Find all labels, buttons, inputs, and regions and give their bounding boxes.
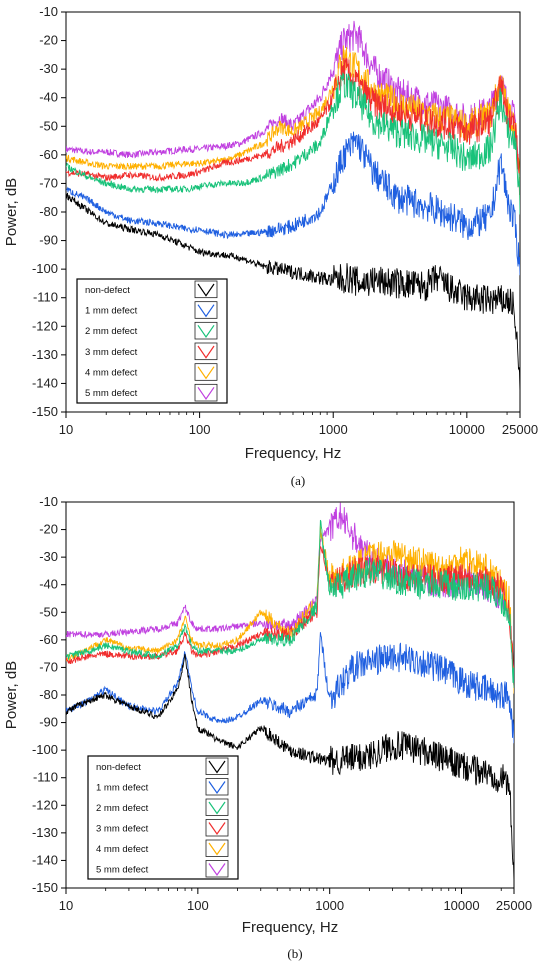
legend-swatch-line bbox=[208, 863, 226, 877]
series-line-1-mm-defect bbox=[66, 632, 514, 744]
legend-swatch-box bbox=[205, 839, 229, 857]
x-tick-label: 100 bbox=[189, 422, 211, 437]
legend-swatch-box bbox=[194, 280, 218, 299]
chart-panel-b: -10 -20 -30 -40 -50 -60 -70 -80 -90 -100 -110 -120 -… bbox=[3, 494, 532, 961]
legend-swatch-line bbox=[197, 366, 215, 380]
legend-entry-label: 1 mm defect bbox=[85, 306, 138, 317]
x-tick-label: 10 bbox=[59, 422, 73, 437]
legend-entry-label: 5 mm defect bbox=[85, 388, 138, 399]
y-tick-label: -90 bbox=[39, 715, 58, 730]
y-tick-label: -20 bbox=[39, 33, 58, 48]
legend-entry-label: 1 mm defect bbox=[96, 782, 149, 793]
y-tick-label: -70 bbox=[39, 659, 58, 674]
legend-entry-label: non-defect bbox=[85, 285, 130, 296]
y-tick-label: -80 bbox=[39, 204, 58, 219]
legend-swatch-line bbox=[197, 283, 215, 297]
y-tick-label: -30 bbox=[39, 61, 58, 76]
y-tick-label: -50 bbox=[39, 118, 58, 133]
y-tick-label: -80 bbox=[39, 687, 58, 702]
panel-label: (b) bbox=[287, 946, 302, 961]
legend-swatch-line bbox=[208, 760, 226, 774]
legend-swatch-box bbox=[194, 383, 218, 402]
y-tick-label: -110 bbox=[33, 770, 58, 785]
panel-label: (a) bbox=[291, 473, 305, 488]
legend-entry-label: 3 mm defect bbox=[85, 347, 138, 358]
legend-entry-label: 5 mm defect bbox=[96, 864, 149, 875]
legend-swatch-box bbox=[194, 321, 218, 340]
y-tick-label: -20 bbox=[39, 522, 58, 537]
y-tick-label: -60 bbox=[39, 147, 58, 162]
y-tick-label: -50 bbox=[39, 604, 58, 619]
legend-swatch-box bbox=[194, 342, 218, 361]
x-axis-label: Frequency, Hz bbox=[242, 919, 338, 936]
y-tick-label: -100 bbox=[32, 261, 58, 276]
y-tick-label: -10 bbox=[39, 494, 58, 509]
series-line-1-mm-defect bbox=[66, 131, 520, 276]
y-tick-label: -150 bbox=[32, 880, 58, 895]
series-line-2-mm-defect bbox=[66, 72, 520, 215]
y-tick-label: -40 bbox=[39, 577, 58, 592]
legend-swatch-line bbox=[208, 842, 226, 856]
y-tick-label: -140 bbox=[32, 852, 58, 867]
series-line-3-mm-defect bbox=[66, 57, 520, 196]
legend-swatch-line bbox=[197, 386, 215, 401]
y-tick-label: -150 bbox=[32, 404, 58, 419]
y-axis-label: Power, dB bbox=[3, 661, 20, 729]
legend-entry-label: 4 mm defect bbox=[96, 844, 149, 855]
y-tick-label: -140 bbox=[32, 375, 58, 390]
x-tick-label: 25000 bbox=[496, 898, 532, 913]
chart-panel-a: -10 -20 -30 -40 -50 -60 -70 -80 -90 -100 -110 -120 -… bbox=[3, 4, 538, 488]
series-line-non-defect bbox=[66, 653, 514, 882]
x-tick-label: 1000 bbox=[315, 898, 344, 913]
y-tick-label: -60 bbox=[39, 632, 58, 647]
legend-entry-label: 4 mm defect bbox=[85, 368, 138, 379]
legend-swatch-box bbox=[194, 363, 218, 381]
legend-swatch-box bbox=[194, 301, 218, 319]
legend-swatch-box bbox=[205, 757, 229, 775]
y-tick-label: -130 bbox=[32, 825, 58, 840]
legend-swatch-line bbox=[208, 781, 226, 795]
y-axis-label: Power, dB bbox=[3, 178, 20, 246]
legend-box bbox=[87, 755, 239, 880]
legend-swatch-box bbox=[205, 860, 229, 878]
legend-swatch-line bbox=[208, 822, 226, 836]
y-tick-label: -40 bbox=[39, 90, 58, 105]
x-tick-label: 10 bbox=[59, 898, 73, 913]
legend-swatch-line bbox=[208, 801, 226, 815]
y-tick-label: -120 bbox=[32, 318, 58, 333]
y-tick-label: -110 bbox=[33, 290, 58, 305]
y-tick-label: -100 bbox=[32, 742, 58, 757]
y-tick-label: -120 bbox=[32, 797, 58, 812]
legend-entry-label: non-defect bbox=[96, 762, 141, 773]
x-tick-label: 1000 bbox=[319, 422, 348, 437]
legend-entry-label: 2 mm defect bbox=[85, 326, 138, 337]
legend-swatch-line bbox=[197, 304, 215, 318]
y-tick-label: -90 bbox=[39, 233, 58, 248]
series-line-non-defect bbox=[66, 192, 520, 393]
y-tick-label: -130 bbox=[32, 347, 58, 362]
legend: non-defect 1 mm defect 2 mm defect 3 mm def… bbox=[76, 278, 228, 404]
y-tick-label: -70 bbox=[39, 175, 58, 190]
x-tick-label: 10000 bbox=[449, 422, 485, 437]
legend-entry-label: 3 mm defect bbox=[96, 823, 149, 834]
x-axis-label: Frequency, Hz bbox=[245, 445, 341, 462]
series-line-2-mm-defect bbox=[66, 519, 514, 688]
series-line-3-mm-defect bbox=[66, 545, 514, 687]
y-tick-label: -30 bbox=[39, 549, 58, 564]
legend-box bbox=[76, 278, 228, 404]
legend-swatch-line bbox=[197, 324, 215, 339]
x-tick-label: 10000 bbox=[443, 898, 479, 913]
legend-entry-label: 2 mm defect bbox=[96, 803, 149, 814]
legend-swatch-box bbox=[205, 778, 229, 796]
legend-swatch-box bbox=[205, 819, 229, 837]
legend: non-defect 1 mm defect 2 mm defect 3 mm def… bbox=[87, 755, 239, 880]
y-tick-label: -10 bbox=[39, 4, 58, 19]
legend-swatch-line bbox=[197, 345, 215, 359]
x-tick-label: 25000 bbox=[502, 422, 538, 437]
x-tick-label: 100 bbox=[187, 898, 209, 913]
legend-swatch-box bbox=[205, 798, 229, 816]
